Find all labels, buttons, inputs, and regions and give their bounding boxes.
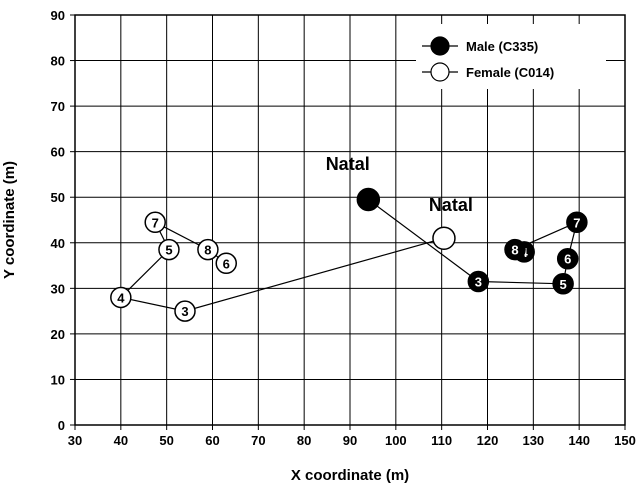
y-tick-label: 60 [51, 145, 65, 160]
x-tick-label: 80 [297, 433, 311, 448]
y-tick-label: 50 [51, 190, 65, 205]
x-tick-label: 100 [385, 433, 407, 448]
male-point-label: 6 [564, 252, 571, 267]
x-tick-label: 120 [477, 433, 499, 448]
legend-label-male: Male (C335) [466, 39, 538, 54]
y-tick-label: 0 [58, 418, 65, 433]
female-point [215, 252, 237, 275]
male-point-label: 3 [475, 275, 482, 290]
male-point [467, 270, 490, 293]
y-tick-label: 70 [51, 99, 65, 114]
male-point [504, 238, 526, 261]
female-point-label: 7 [152, 215, 159, 230]
male-point [566, 211, 588, 234]
male-point [356, 187, 381, 212]
male-point-label: 7 [573, 215, 580, 230]
x-tick-label: 30 [68, 433, 82, 448]
female-point-label: 8 [204, 243, 211, 258]
x-tick-label: 110 [431, 433, 452, 448]
legend-marker-male [430, 36, 450, 56]
y-tick-label: 80 [51, 54, 65, 69]
x-tick-label: 50 [159, 433, 173, 448]
annotations: Natal Natal [326, 154, 473, 215]
y-tick-label: 10 [51, 372, 65, 387]
female-point [158, 238, 180, 261]
female-point-label: 4 [117, 290, 125, 305]
y-tick-label: 90 [51, 8, 65, 23]
legend-box [416, 24, 606, 89]
x-tick-label: 140 [568, 433, 590, 448]
legend-label-female: Female (C014) [466, 65, 554, 80]
x-tick-label: 90 [343, 433, 357, 448]
y-tick-label: 40 [51, 236, 65, 251]
x-tick-label: 60 [205, 433, 219, 448]
plot-frame [74, 14, 626, 426]
legend: Male (C335) Female (C014) [416, 24, 606, 89]
y-tick-label: 20 [51, 327, 65, 342]
track-line-male [367, 199, 578, 285]
female-point-label: 3 [181, 304, 188, 319]
y-axis-title: Y coordinate (m) [1, 161, 18, 279]
male-point-label: 8 [511, 243, 518, 258]
x-tick-label: 130 [522, 433, 544, 448]
x-tick-label: 150 [614, 433, 636, 448]
male-point-label: 5 [560, 277, 567, 292]
female-point-label: 5 [165, 243, 172, 258]
legend-marker-female [430, 62, 450, 82]
x-tick-label: 70 [251, 433, 265, 448]
male-point [552, 273, 574, 295]
male-point [556, 247, 579, 270]
female-point [110, 286, 132, 309]
natal-annotation: Natal [429, 195, 473, 215]
female-point-label: 6 [223, 256, 230, 271]
axes: 30 40 50 60 70 80 90 100 110 120 130 140 150 0 10 20 30 4… [51, 8, 636, 448]
female-point [197, 238, 219, 261]
female-point [174, 300, 196, 322]
x-axis-title: X coordinate (m) [291, 467, 409, 484]
data-points: 345678345678 [110, 187, 588, 322]
y-tick-label: 30 [51, 281, 65, 296]
female-point [144, 211, 166, 234]
natal-annotation: Natal [326, 154, 370, 174]
x-tick-label: 40 [114, 433, 128, 448]
female-point [432, 226, 456, 250]
